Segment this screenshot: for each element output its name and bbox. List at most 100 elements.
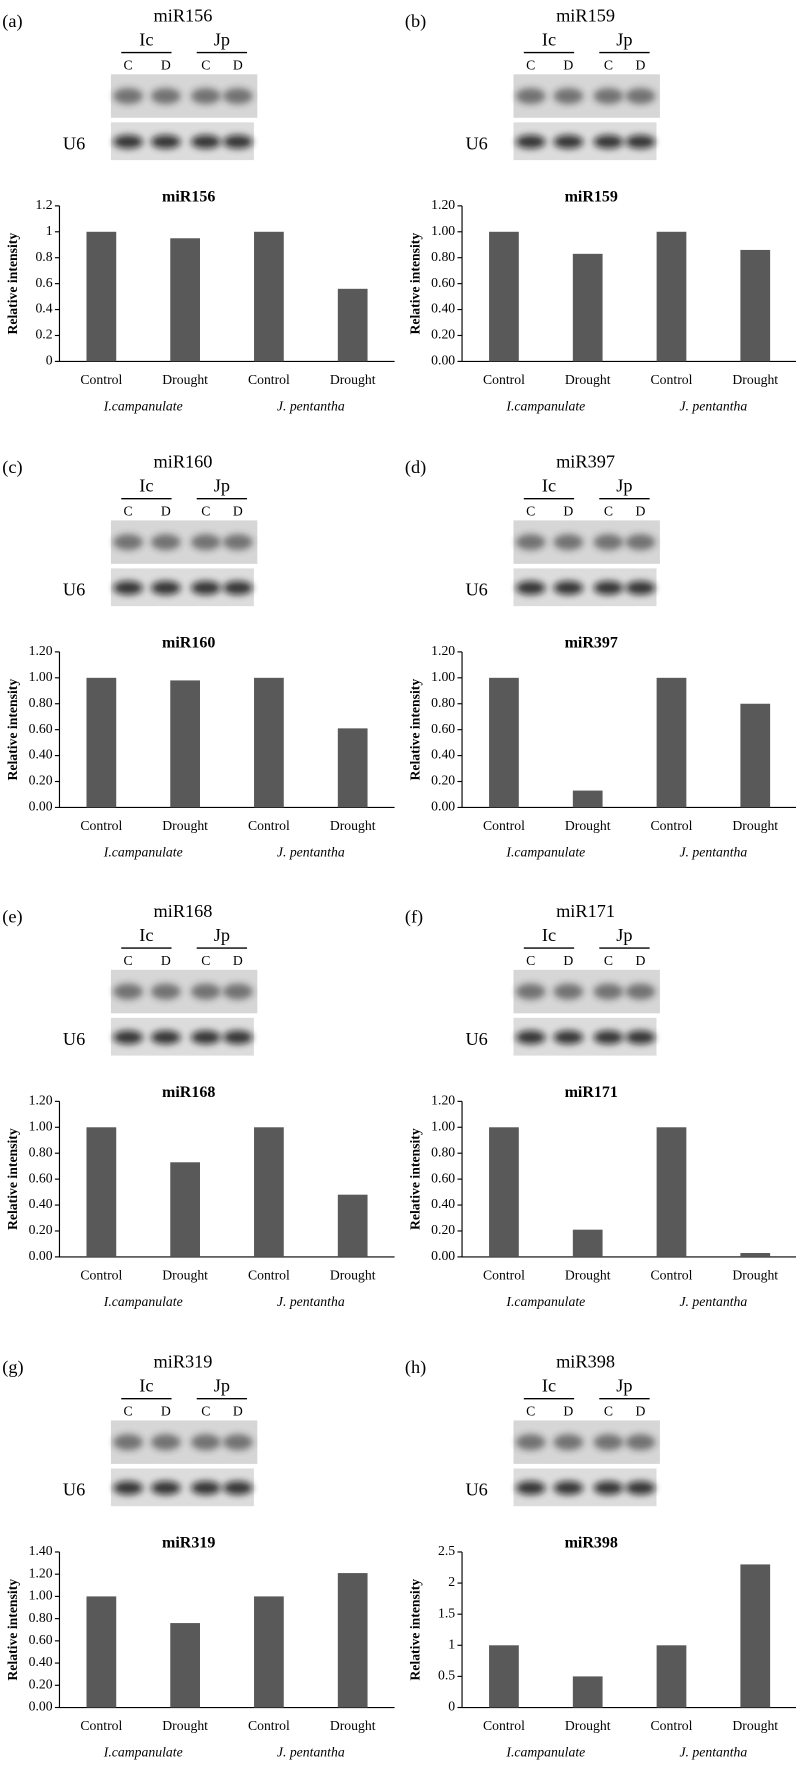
y-tick-label: 0.00	[431, 353, 455, 368]
x-tick-label: Drought	[732, 1268, 778, 1283]
u6-band	[150, 1481, 181, 1495]
blot-band	[190, 1434, 221, 1451]
x-tick-label: Drought	[162, 1268, 208, 1283]
bar	[572, 1676, 603, 1708]
u6-band	[190, 134, 221, 149]
u6-band	[223, 1481, 253, 1495]
bar	[740, 1253, 771, 1257]
u6-band	[515, 580, 546, 595]
lane-label: D	[161, 953, 171, 968]
y-tick-label: 1.20	[29, 643, 53, 658]
bar	[656, 231, 687, 362]
group-label: J. pentantha	[277, 844, 345, 859]
blot-title: miR160	[154, 451, 213, 471]
lane-label: D	[563, 953, 573, 968]
blot-band	[150, 983, 181, 1000]
blot-band	[625, 88, 656, 105]
u6-band	[150, 580, 181, 595]
blot-band	[593, 983, 624, 1000]
y-tick-label: 0.00	[431, 1248, 455, 1263]
bar	[170, 238, 201, 362]
y-tick-label: 0.60	[431, 275, 455, 290]
y-tick-label: 0.80	[431, 1144, 455, 1159]
loading-label: U6	[465, 579, 487, 599]
blot-title: miR171	[556, 901, 615, 921]
u6-band	[113, 1030, 143, 1045]
blot-title: miR397	[556, 451, 615, 471]
blot-band	[625, 983, 656, 1000]
y-axis-label: Relative intensity	[407, 1128, 422, 1230]
y-tick-label: 1.20	[29, 1565, 53, 1580]
lane-label: C	[201, 953, 210, 968]
x-tick-label: Drought	[330, 818, 376, 833]
u6-band	[625, 134, 656, 149]
loading-label: U6	[63, 133, 85, 153]
x-tick-label: Control	[248, 372, 290, 387]
blot-band	[113, 88, 143, 105]
bar	[337, 728, 368, 808]
u6-band	[190, 1481, 221, 1495]
blot-group-label: Ic	[139, 925, 153, 945]
lane-label: C	[201, 1404, 210, 1419]
bar	[170, 1162, 201, 1257]
x-tick-label: Drought	[565, 1268, 611, 1283]
group-label: J. pentantha	[679, 844, 747, 859]
group-label: I.campanulate	[103, 1744, 183, 1759]
group-label: I.campanulate	[505, 398, 585, 413]
y-tick-label: 0.40	[29, 747, 53, 762]
bar	[337, 288, 368, 362]
lane-label: C	[124, 504, 133, 519]
bar	[86, 1127, 117, 1257]
y-tick-label: 1.20	[431, 643, 455, 658]
x-tick-label: Drought	[162, 818, 208, 833]
blot-band	[113, 983, 143, 1000]
u6-band	[150, 134, 181, 149]
y-tick-label: 1.00	[431, 223, 455, 238]
blot-group-label: Jp	[214, 475, 230, 495]
chart-title: miR168	[162, 1084, 215, 1101]
y-tick-label: 0.2	[35, 327, 52, 342]
lane-label: D	[161, 1404, 171, 1419]
lane-label: D	[635, 953, 645, 968]
lane-label: D	[563, 504, 573, 519]
bar	[86, 231, 117, 362]
u6-band	[190, 1030, 221, 1045]
lane-label: C	[526, 57, 535, 72]
group-label: J. pentantha	[277, 1294, 345, 1309]
group-label: I.campanulate	[505, 844, 585, 859]
y-tick-label: 0.40	[431, 747, 455, 762]
lane-label: D	[233, 57, 243, 72]
lane-label: C	[526, 953, 535, 968]
group-label: I.campanulate	[505, 1744, 585, 1759]
panel-label: (g)	[2, 1357, 23, 1378]
y-tick-label: 1.00	[431, 669, 455, 684]
blot-band	[223, 1434, 253, 1451]
panel-label: (f)	[405, 907, 423, 928]
blot-group-label: Jp	[616, 925, 632, 945]
blot-band	[553, 1434, 584, 1451]
y-tick-label: 2.5	[438, 1543, 455, 1558]
panel-label: (e)	[2, 907, 22, 928]
lane-label: C	[124, 953, 133, 968]
u6-band	[113, 580, 143, 595]
y-tick-label: 0.80	[29, 695, 53, 710]
panel-label: (d)	[405, 457, 426, 478]
y-tick-label: 0.20	[431, 773, 455, 788]
u6-band	[223, 1030, 253, 1045]
blot-group-label: Jp	[214, 29, 230, 49]
blot-title: miR156	[154, 5, 213, 25]
x-tick-label: Control	[651, 1718, 693, 1733]
blot-group-label: Jp	[616, 29, 632, 49]
bar	[170, 680, 201, 808]
blot-band	[553, 534, 584, 551]
y-tick-label: 0.20	[431, 1222, 455, 1237]
blot-band	[223, 534, 253, 551]
x-tick-label: Drought	[565, 1718, 611, 1733]
x-tick-label: Control	[483, 372, 525, 387]
bar	[656, 1645, 687, 1708]
bar	[337, 1573, 368, 1708]
